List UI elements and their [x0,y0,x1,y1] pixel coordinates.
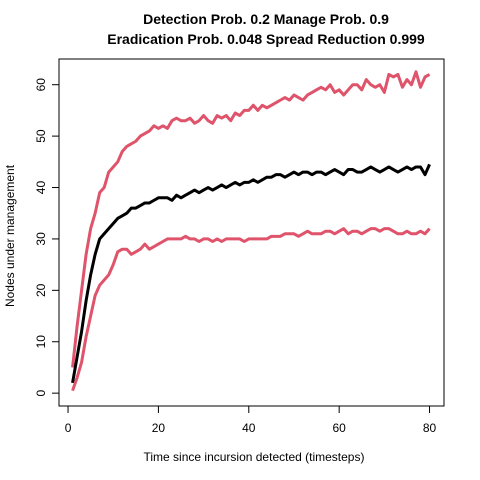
y-tick-label: 20 [34,283,48,297]
x-tick-label: 40 [242,421,256,435]
x-tick-label: 0 [65,421,72,435]
y-tick-label: 60 [34,78,48,92]
x-axis-label: Time since incursion detected (timesteps… [144,450,365,464]
x-tick-label: 80 [423,421,437,435]
series-layer [71,70,431,392]
x-tick-label: 20 [152,421,166,435]
y-tick-label: 10 [34,335,48,349]
series-line-upper [71,70,431,368]
series-line-mean [71,163,431,384]
chart-title-line-2: Eradication Prob. 0.048 Spread Reduction… [107,31,425,47]
y-tick-label: 30 [34,232,48,246]
y-tick-label: 0 [34,389,48,396]
series-line-lower [71,227,431,392]
y-tick-label: 40 [34,181,48,195]
y-tick-label: 50 [34,129,48,143]
x-axis: 0 20 40 60 80 [65,405,437,435]
y-axis: 0 10 20 30 40 50 60 [34,78,60,396]
chart-title-line-1: Detection Prob. 0.2 Manage Prob. 0.9 [143,11,389,27]
x-tick-label: 60 [332,421,346,435]
y-axis-label: Nodes under management [3,164,17,307]
